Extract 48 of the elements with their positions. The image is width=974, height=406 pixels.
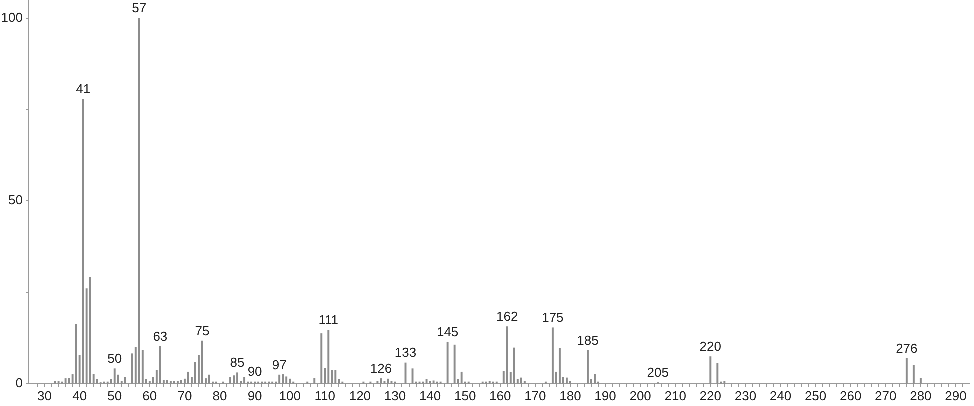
x-tick-label: 200 [630, 388, 652, 404]
annotation: 85 [230, 355, 245, 370]
x-tick-label: 190 [594, 388, 616, 404]
x-tick-label: 290 [945, 388, 967, 404]
x-tick-label: 100 [279, 388, 301, 404]
x-tick-label: 120 [349, 388, 372, 404]
annotation: 185 [577, 332, 599, 348]
x-tick-label: 60 [142, 388, 158, 404]
x-tick-label: 90 [248, 388, 262, 404]
annotation: 133 [394, 345, 417, 360]
x-tick-label: 230 [734, 388, 757, 404]
annotation: 63 [153, 328, 168, 344]
annotation: 276 [896, 340, 918, 356]
annotation: 57 [132, 0, 147, 16]
annotation: 145 [436, 324, 459, 340]
x-tick-label: 280 [910, 388, 932, 404]
x-tick-label: 170 [524, 388, 546, 404]
x-tick-label: 160 [490, 388, 512, 404]
annotation: 97 [272, 357, 287, 372]
y-tick-label: 50 [8, 192, 23, 208]
annotation: 75 [195, 323, 210, 338]
annotation: 205 [647, 364, 669, 380]
annotation: 175 [542, 310, 564, 326]
annotation: 126 [370, 360, 392, 376]
x-tick-label: 80 [212, 388, 228, 404]
x-tick-label: 260 [840, 388, 862, 404]
annotation: 50 [108, 351, 122, 366]
annotation: 162 [496, 309, 518, 324]
x-tick-label: 210 [664, 388, 686, 404]
annotation: 41 [76, 82, 91, 97]
x-tick-label: 40 [72, 388, 88, 404]
y-tick-label: 100 [1, 10, 23, 25]
x-tick-label: 110 [314, 388, 336, 404]
x-tick-label: 70 [178, 388, 192, 404]
annotation: 220 [700, 339, 722, 354]
annotation: 111 [318, 312, 339, 328]
x-tick-label: 30 [38, 388, 52, 404]
y-tick-label: 0 [16, 376, 23, 391]
x-tick-label: 140 [419, 388, 442, 404]
x-tick-label: 180 [560, 388, 582, 404]
x-tick-label: 50 [108, 388, 122, 404]
x-tick-label: 240 [770, 388, 792, 404]
x-tick-label: 220 [700, 388, 722, 404]
annotation: 90 [248, 364, 262, 380]
x-tick-label: 150 [454, 388, 476, 404]
x-tick-label: 270 [875, 388, 897, 404]
x-tick-label: 130 [384, 388, 406, 404]
x-tick-label: 250 [804, 388, 827, 404]
